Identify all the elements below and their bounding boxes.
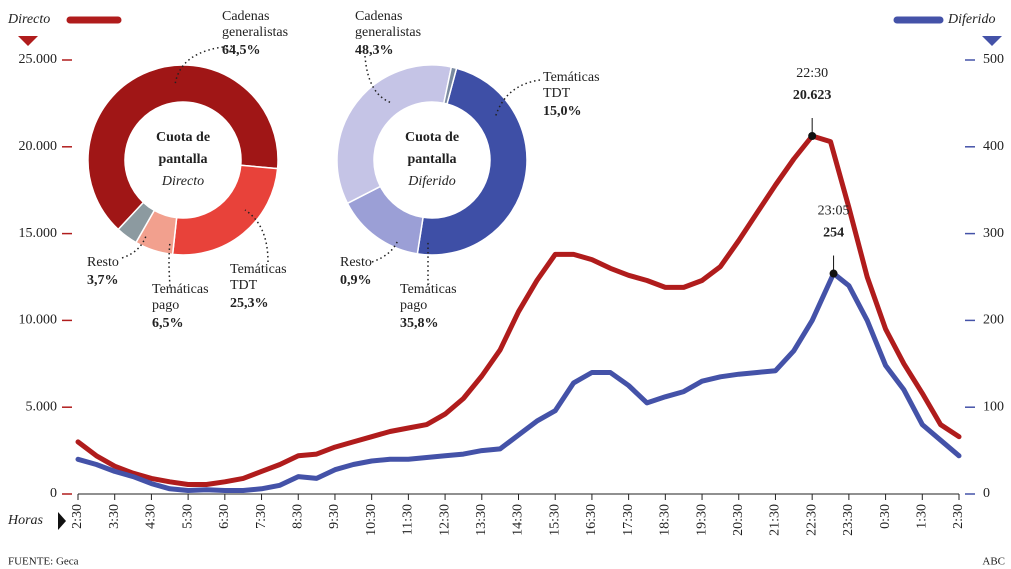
segment-label: Temáticas pago xyxy=(400,282,457,313)
x-tick-label: 19:30 xyxy=(694,504,709,536)
x-tick-label: 5:30 xyxy=(180,504,195,529)
annotation-value: 254 xyxy=(823,226,844,241)
x-tick-label: 23:30 xyxy=(841,504,856,536)
x-tick-label: 22:30 xyxy=(804,504,819,536)
x-tick-label: 16:30 xyxy=(584,504,599,536)
y-tick-label: 20.000 xyxy=(19,139,58,154)
y2-tick-label: 0 xyxy=(983,486,990,501)
donut-segment xyxy=(336,64,453,205)
segment-leader xyxy=(364,55,393,104)
line-series xyxy=(75,271,962,493)
x-tick-label: 17:30 xyxy=(621,504,636,536)
donut-title: Cuota de pantalla xyxy=(156,130,210,167)
x-tick-label: 9:30 xyxy=(327,504,342,529)
segment-label: Resto xyxy=(87,255,119,270)
x-axis-arrow xyxy=(58,512,66,530)
x-tick-label: 12:30 xyxy=(437,504,452,536)
x-tick-label: 3:30 xyxy=(107,504,122,529)
segment-value-label: 0,9% xyxy=(340,273,372,288)
y2-tick-label: 400 xyxy=(983,139,1004,154)
x-tick-label: 14:30 xyxy=(511,504,526,536)
segment-leader xyxy=(244,209,269,263)
x-tick-label: 15:30 xyxy=(547,504,562,536)
segment-leader xyxy=(371,239,399,263)
segment-label: Temáticas TDT xyxy=(230,262,287,293)
segment-label: Temáticas pago xyxy=(152,282,209,313)
donut-segment xyxy=(442,66,458,105)
segment-leader xyxy=(174,45,233,86)
donut-segment xyxy=(87,64,279,231)
y2-tick-label: 200 xyxy=(983,313,1004,328)
y-tick-label: 0 xyxy=(50,486,57,501)
annotation-point xyxy=(808,131,817,140)
x-tick-label: 21:30 xyxy=(768,504,783,536)
x-tick-label: 7:30 xyxy=(254,504,269,529)
donut-subtitle: Directo xyxy=(161,174,204,189)
y2-tick-label: 100 xyxy=(983,399,1004,414)
y-tick-label: 10.000 xyxy=(19,313,58,328)
segment-leader xyxy=(168,241,171,287)
annotation-time: 22:30 xyxy=(796,66,828,81)
segment-value-label: 35,8% xyxy=(400,316,439,331)
donut-segment xyxy=(416,67,528,256)
y-tick-label: 5.000 xyxy=(26,399,58,414)
segment-label: Cadenas generalistas xyxy=(355,9,421,40)
segment-label: Cadenas generalistas xyxy=(222,9,288,40)
x-tick-label: 18:30 xyxy=(658,504,673,536)
x-tick-label: 13:30 xyxy=(474,504,489,536)
segment-value-label: 64,5% xyxy=(222,43,261,58)
annotation-value: 20.623 xyxy=(793,88,832,103)
x-tick-label: 11:30 xyxy=(401,504,416,535)
x-tick-label: 2:30 xyxy=(70,504,85,529)
x-tick-label: 1:30 xyxy=(915,504,930,529)
y-tick-label: 25.000 xyxy=(19,52,58,67)
x-tick-label: 20:30 xyxy=(731,504,746,536)
segment-value-label: 3,7% xyxy=(87,273,119,288)
legend-diferido: Diferido xyxy=(947,12,995,27)
source: FUENTE: Geca xyxy=(8,556,79,568)
donut-segment xyxy=(117,201,156,244)
y-tick-label: 15.000 xyxy=(19,226,58,241)
y2-tick-label: 500 xyxy=(983,52,1004,67)
credit: ABC xyxy=(982,556,1005,568)
annotation-point xyxy=(829,269,838,278)
x-tick-label: 10:30 xyxy=(364,504,379,536)
x-tick-label: 2:30 xyxy=(951,504,966,529)
donut-subtitle: Diferido xyxy=(407,174,455,189)
x-tick-label: 4:30 xyxy=(144,504,159,529)
segment-label: Temáticas TDT xyxy=(543,70,600,101)
segment-label: Resto xyxy=(340,255,372,270)
segment-value-label: 25,3% xyxy=(230,296,269,311)
legend-marker xyxy=(18,36,38,46)
segment-value-label: 6,5% xyxy=(152,316,184,331)
segment-value-label: 48,3% xyxy=(355,43,394,58)
segment-value-label: 15,0% xyxy=(543,104,582,119)
donut-title: Cuota de pantalla xyxy=(405,130,459,167)
x-axis-label: Horas xyxy=(7,513,44,528)
x-tick-label: 0:30 xyxy=(878,504,893,529)
y2-tick-label: 300 xyxy=(983,226,1004,241)
legend-marker xyxy=(982,36,1002,46)
annotation-time: 23:05 xyxy=(818,204,850,219)
legend-directo: Directo xyxy=(7,12,50,27)
x-tick-label: 6:30 xyxy=(217,504,232,529)
x-tick-label: 8:30 xyxy=(290,504,305,529)
